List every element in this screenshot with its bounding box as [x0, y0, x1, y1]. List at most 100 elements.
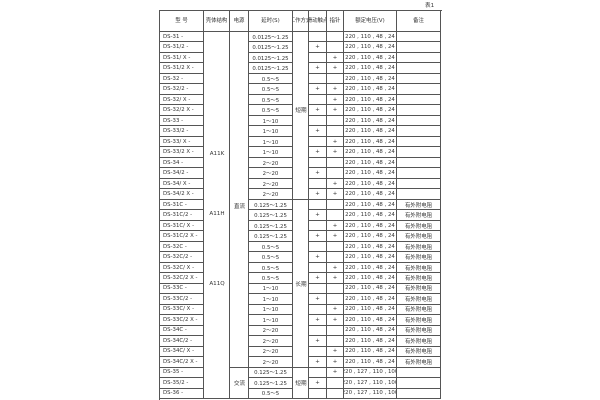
- cell-pointer: +: [327, 94, 344, 106]
- mode-label-short-ac: 短期: [295, 381, 307, 387]
- cell-model: DS-32/2 -: [160, 84, 204, 95]
- cell-delay: 2～20: [249, 325, 293, 337]
- cell-delay: 2～20: [249, 178, 293, 190]
- power-group-dc: [230, 32, 249, 368]
- cell-delay: 0.0125～1.25: [249, 42, 293, 53]
- mode-label-long: 长期: [295, 282, 307, 288]
- cell-voltage: 220 , 110 , 48 , 24: [344, 262, 397, 274]
- cell-remark: [397, 178, 441, 190]
- cell-voltage: 220 , 110 , 48 , 24: [344, 147, 397, 158]
- cell-remark: [397, 94, 441, 106]
- cell-slide: [309, 304, 327, 316]
- cell-model: DS-34C/2 -: [160, 336, 204, 347]
- cell-delay: 0.125～1.25: [249, 367, 293, 379]
- cell-pointer: +: [327, 220, 344, 232]
- cell-delay: 1～10: [249, 283, 293, 295]
- cell-model: DS-31 -: [160, 32, 204, 43]
- cell-remark: [397, 367, 441, 379]
- shell-label-a11k: A11K: [209, 151, 225, 157]
- cell-remark: [397, 136, 441, 148]
- cell-delay: 1～10: [249, 315, 293, 326]
- cell-voltage: 220 , 110 , 48 , 24: [344, 157, 397, 169]
- cell-voltage: 220 , 110 , 48 , 24: [344, 336, 397, 347]
- cell-slide: [309, 346, 327, 358]
- cell-delay: 0.5～5: [249, 241, 293, 253]
- cell-delay: 0.125～1.25: [249, 378, 293, 389]
- cell-slide: [309, 52, 327, 64]
- cell-delay: 0.5～5: [249, 273, 293, 284]
- cell-remark: [397, 63, 441, 74]
- cell-voltage: 220 , 110 , 48 , 24: [344, 136, 397, 148]
- cell-model: DS-32C/2 -: [160, 252, 204, 263]
- cell-pointer: +: [327, 262, 344, 274]
- cell-voltage: 220 , 110 , 48 , 24: [344, 52, 397, 64]
- cell-model: DS-32/2 X -: [160, 105, 204, 116]
- header-mode: 工作方式: [293, 11, 309, 32]
- cell-voltage: 220 , 110 , 48 , 24: [344, 346, 397, 358]
- cell-voltage: 220 , 110 , 48 , 24: [344, 357, 397, 368]
- cell-remark: 有外附电阻: [397, 241, 441, 253]
- cell-slide: [309, 73, 327, 85]
- cell-voltage: 220 , 110 , 48 , 24: [344, 189, 397, 200]
- cell-remark: 有外附电阻: [397, 304, 441, 316]
- cell-slide: [309, 32, 327, 43]
- cell-voltage: 220 , 110 , 48 , 24: [344, 283, 397, 295]
- cell-slide: [309, 283, 327, 295]
- cell-slide: [309, 199, 327, 211]
- cell-remark: [397, 126, 441, 137]
- cell-slide: +: [309, 273, 327, 284]
- cell-pointer: +: [327, 147, 344, 158]
- cell-pointer: +: [327, 304, 344, 316]
- cell-model: DS-33C -: [160, 283, 204, 295]
- cell-remark: 有外附电阻: [397, 325, 441, 337]
- cell-pointer: [327, 210, 344, 221]
- cell-model: DS-33C/ X -: [160, 304, 204, 316]
- shell-label-a11h: A11H: [209, 211, 225, 217]
- cell-remark: [397, 73, 441, 85]
- shell-label-a11q: A11Q: [209, 281, 225, 287]
- header-voltage: 额定电压(V): [344, 11, 397, 32]
- cell-voltage: 220 , 110 , 48 , 24: [344, 199, 397, 211]
- cell-pointer: [327, 336, 344, 347]
- cell-pointer: +: [327, 357, 344, 368]
- cell-slide: +: [309, 210, 327, 221]
- cell-model: DS-31C/ X -: [160, 220, 204, 232]
- cell-pointer: +: [327, 273, 344, 284]
- cell-delay: 0.0125～1.25: [249, 52, 293, 64]
- cell-voltage: 220 , 110 , 48 , 24: [344, 115, 397, 127]
- cell-slide: [309, 157, 327, 169]
- cell-pointer: [327, 325, 344, 337]
- cell-slide: [309, 115, 327, 127]
- cell-voltage: 220 , 110 , 48 , 24: [344, 241, 397, 253]
- cell-remark: 有外附电阻: [397, 336, 441, 347]
- cell-slide: [309, 367, 327, 379]
- cell-remark: [397, 157, 441, 169]
- cell-voltage: 220 , 110 , 48 , 24: [344, 325, 397, 337]
- cell-slide: [309, 325, 327, 337]
- cell-pointer: [327, 241, 344, 253]
- cell-slide: [309, 388, 327, 400]
- cell-delay: 0.125～1.25: [249, 199, 293, 211]
- cell-delay: 0.5～5: [249, 84, 293, 95]
- cell-remark: [397, 42, 441, 53]
- cell-remark: 有外附电阻: [397, 262, 441, 274]
- cell-model: DS-32/ X -: [160, 94, 204, 106]
- cell-delay: 0.125～1.25: [249, 220, 293, 232]
- cell-remark: [397, 189, 441, 200]
- cell-model: DS-31C -: [160, 199, 204, 211]
- cell-voltage: 220 , 110 , 48 , 24: [344, 210, 397, 221]
- cell-voltage: 220 , 110 , 48 , 24: [344, 294, 397, 305]
- cell-delay: 0.5～5: [249, 262, 293, 274]
- cell-pointer: +: [327, 84, 344, 95]
- cell-delay: 0.5～5: [249, 94, 293, 106]
- cell-pointer: +: [327, 315, 344, 326]
- cell-model: DS-32C/ X -: [160, 262, 204, 274]
- cell-slide: +: [309, 126, 327, 137]
- cell-voltage: 220 , 110 , 48 , 24: [344, 252, 397, 263]
- cell-pointer: [327, 42, 344, 53]
- cell-voltage: 220 , 110 , 48 , 24: [344, 63, 397, 74]
- cell-remark: 有外附电阻: [397, 220, 441, 232]
- cell-pointer: [327, 294, 344, 305]
- cell-model: DS-33/2 -: [160, 126, 204, 137]
- cell-model: DS-34C/ X -: [160, 346, 204, 358]
